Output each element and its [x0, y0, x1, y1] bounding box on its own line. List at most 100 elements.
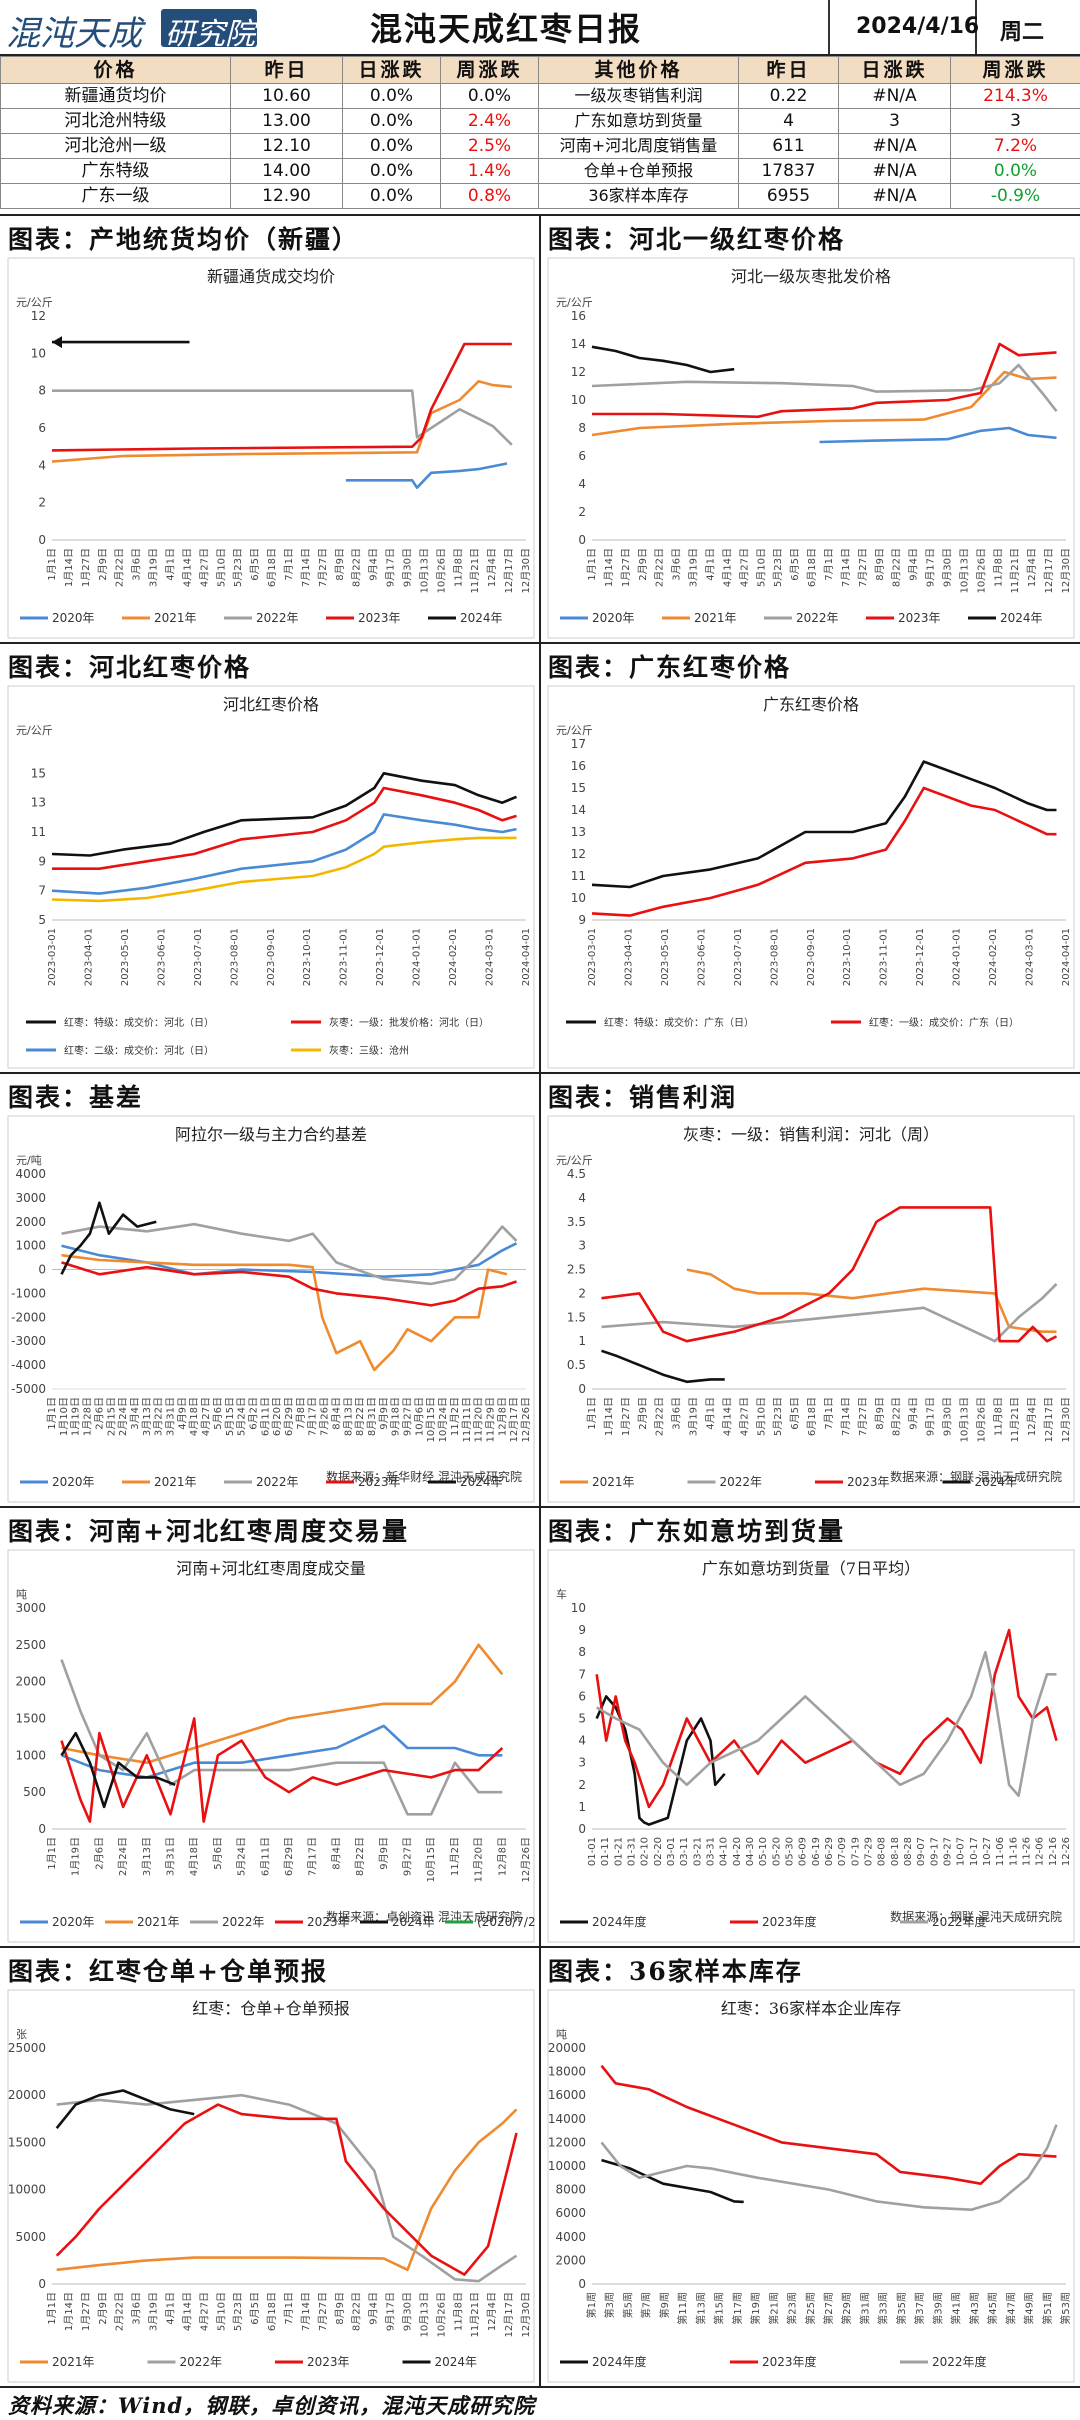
y-tick-label: 14	[571, 803, 586, 817]
x-tick-label: 3月6日	[131, 2292, 143, 2325]
table-cell-oname: 河南+河北周度销售量	[539, 134, 739, 159]
x-tick-label: 8月4日	[330, 1397, 342, 1430]
table-cell-name: 河北沧州特级	[1, 109, 231, 134]
report-title: 混沌天成红枣日报	[370, 4, 642, 50]
x-tick-label: 3月4日	[129, 1397, 141, 1430]
legend-label: 2023年	[358, 1475, 401, 1489]
x-tick-label: 5月23日	[232, 2292, 244, 2331]
x-tick-label: 2月22日	[654, 1397, 666, 1436]
chart-unit: 车	[556, 1587, 567, 1601]
x-tick-label: 2月9日	[97, 2292, 109, 2325]
y-tick-label: 1500	[15, 1712, 46, 1726]
x-tick-label: 6月20日	[271, 1397, 283, 1436]
x-tick-label: 9月17日	[925, 548, 937, 587]
x-tick-label: 6月11日	[259, 1397, 271, 1436]
y-tick-label: 25000	[8, 2041, 46, 2055]
x-tick-label: 第3周	[603, 2292, 616, 2318]
x-tick-label: 12-16	[1048, 1837, 1059, 1866]
x-tick-label: 8月31日	[366, 1397, 378, 1436]
x-tick-label: 2023-11-01	[879, 928, 890, 986]
y-tick-label: 12	[31, 309, 46, 323]
y-tick-label: 6	[38, 421, 46, 435]
x-tick-label: 5月6日	[212, 1837, 224, 1870]
x-tick-label: 10月15日	[425, 1837, 437, 1882]
x-tick-label: 8月4日	[330, 1837, 342, 1870]
x-tick-label: 9月27日	[402, 1837, 414, 1876]
logo-text: 混沌天成	[6, 6, 142, 55]
x-tick-label: 8月22日	[354, 1837, 366, 1876]
x-tick-label: 07-29	[864, 1837, 875, 1866]
x-tick-label: 02-20	[653, 1837, 664, 1866]
x-tick-label: 01-11	[600, 1837, 611, 1866]
x-tick-label: 2023-10-01	[302, 928, 313, 986]
x-tick-label: 12月4日	[1026, 1397, 1038, 1436]
table-cell-oy: 4	[739, 109, 839, 134]
x-tick-label: 12月17日	[503, 2292, 515, 2337]
x-tick-label: 2月22日	[654, 548, 666, 587]
y-tick-label: 4	[578, 1734, 586, 1748]
chart-panel: 图表：基差阿拉尔一级与主力合约基差元/吨-5000-4000-3000-2000…	[0, 1074, 540, 1508]
x-tick-label: 2024-04-01	[521, 928, 532, 986]
table-cell-w: 2.4%	[441, 109, 539, 134]
x-tick-label: 9月4日	[368, 2292, 380, 2325]
column-header: 昨日	[739, 57, 839, 84]
x-tick-label: 10-27	[982, 1837, 993, 1866]
chart-unit: 元/公斤	[556, 724, 593, 737]
x-tick-label: 1月10日	[58, 1397, 70, 1436]
y-tick-label: 2	[38, 496, 46, 510]
x-tick-label: 7月26日	[319, 1397, 331, 1436]
column-header: 周涨跌	[951, 57, 1080, 84]
legend-label: 2022年度	[932, 2354, 987, 2369]
legend-label: 2024年	[435, 2355, 478, 2369]
y-tick-label: 13	[31, 796, 46, 810]
table-cell-ow: 3	[951, 109, 1080, 134]
y-tick-label: 15	[31, 766, 46, 780]
x-tick-label: 第51周	[1041, 2292, 1054, 2325]
column-header: 昨日	[231, 57, 343, 84]
x-tick-label: 9月4日	[908, 548, 920, 581]
x-tick-label: 12月17日	[508, 1397, 520, 1442]
y-tick-label: -4000	[11, 1358, 46, 1372]
y-tick-label: 1	[578, 1800, 586, 1814]
chart-unit: 元/公斤	[556, 1154, 593, 1167]
x-tick-label: 第7周	[640, 2292, 653, 2318]
x-tick-label: 12月8日	[496, 1837, 508, 1876]
x-tick-label: 第47周	[1004, 2292, 1017, 2325]
x-tick-label: 2024-02-01	[988, 928, 999, 986]
x-tick-label: 5月15日	[224, 1397, 236, 1436]
x-tick-label: 4月18日	[188, 1397, 200, 1436]
y-tick-label: 10000	[548, 2159, 586, 2173]
x-tick-label: 4月9日	[176, 1397, 188, 1430]
x-tick-label: 5月10日	[755, 548, 767, 587]
legend-label: 红枣：二级：成交价：河北（日）	[64, 1044, 214, 1057]
x-tick-label: 4月1日	[165, 2292, 177, 2325]
legend-label: 2021年	[694, 611, 737, 625]
x-tick-label: 11月21日	[469, 548, 481, 593]
x-tick-label: 12月8日	[496, 1397, 508, 1436]
y-tick-label: 11	[31, 825, 46, 839]
chart-unit: 元/吨	[16, 1154, 42, 1167]
logo: 混沌天成 研究院	[6, 4, 256, 50]
table-cell-od: #N/A	[839, 134, 951, 159]
y-tick-label: 5	[578, 1712, 586, 1726]
x-tick-label: 2月24日	[117, 1397, 129, 1436]
panel-title: 图表：销售利润	[548, 1078, 737, 1114]
logo-box: 研究院	[161, 9, 257, 47]
x-tick-label: 第41周	[950, 2292, 963, 2325]
y-tick-label: 2000	[15, 1215, 46, 1229]
x-tick-label: 4月1日	[705, 548, 717, 581]
chart-title: 红枣：仓单+仓单预报	[192, 1999, 349, 2018]
y-tick-label: 0	[578, 1382, 586, 1396]
x-tick-label: 6月29日	[283, 1397, 295, 1436]
legend-label: 2022年	[720, 1475, 763, 1489]
x-tick-label: 6月5日	[249, 548, 261, 581]
y-tick-label: 16000	[548, 2088, 586, 2102]
y-tick-label: 9	[38, 854, 46, 868]
x-tick-label: 12月4日	[486, 2292, 498, 2331]
y-tick-label: 6	[578, 1689, 586, 1703]
x-tick-label: 第39周	[931, 2292, 944, 2325]
